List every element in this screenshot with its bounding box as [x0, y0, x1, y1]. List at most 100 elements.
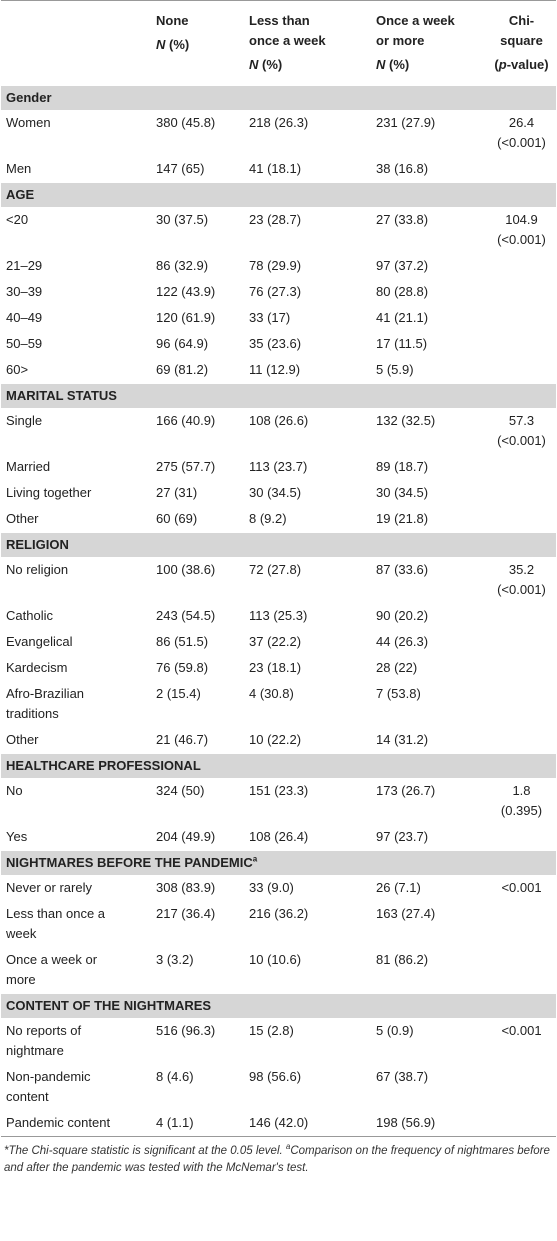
- cell-value: 33 (9.0): [249, 880, 294, 895]
- unit-text: (: [494, 57, 499, 72]
- cell-value: 2 (15.4): [156, 686, 201, 701]
- data-row: No 324 (50) 151 (23.3) 173 (26.7) 1.8 (0.395…: [1, 778, 556, 824]
- cell-value: 5 (5.9): [376, 362, 414, 377]
- chi-empty: [487, 681, 556, 727]
- footnote-text: *The Chi-square statistic is significant…: [4, 1145, 283, 1157]
- row-label: Kardecism: [6, 660, 68, 675]
- cell-value: 100 (38.6): [156, 562, 216, 577]
- header-line: Once a week: [376, 13, 455, 28]
- cell-value: 30 (37.5): [156, 212, 209, 227]
- cell-value: 10 (10.6): [249, 952, 302, 967]
- header-line: once a week: [249, 33, 326, 48]
- data-row: Living together 27 (31) 30 (34.5) 30 (34.5): [1, 480, 556, 506]
- data-row: Other 60 (69) 8 (9.2) 19 (21.8): [1, 506, 556, 533]
- cell-value: 166 (40.9): [156, 413, 216, 428]
- cell-value: 23 (28.7): [249, 212, 302, 227]
- chi-empty: [487, 1110, 556, 1137]
- cell-value: 97 (37.2): [376, 258, 429, 273]
- row-label: Married: [6, 459, 51, 474]
- chi-empty: [487, 253, 556, 279]
- chi-empty: [487, 603, 556, 629]
- unit-text: (%): [389, 57, 410, 72]
- chi-empty: [487, 506, 556, 533]
- chi-value: <0.001: [501, 880, 542, 895]
- cell-value: 35 (23.6): [249, 336, 302, 351]
- cell-value: 8 (4.6): [156, 1069, 194, 1084]
- chi-empty: [487, 331, 556, 357]
- cell-value: 89 (18.7): [376, 459, 429, 474]
- cell-value: 7 (53.8): [376, 686, 421, 701]
- footnote-mark: a: [285, 1142, 291, 1152]
- chi-empty: [487, 947, 556, 994]
- unit-symbol: p: [498, 57, 507, 72]
- cell-value: 113 (23.7): [249, 459, 308, 474]
- cell-value: 216 (36.2): [249, 906, 309, 921]
- section-title: Gender: [1, 85, 556, 110]
- cell-value: 108 (26.6): [249, 413, 309, 428]
- data-row: No reports of nightmare 516 (96.3) 15 (2.8…: [1, 1018, 556, 1064]
- cell-value: 4 (30.8): [249, 686, 294, 701]
- cell-value: 324 (50): [156, 783, 205, 798]
- chi-empty: [487, 480, 556, 506]
- cell-value: 380 (45.8): [156, 115, 216, 130]
- section-title: NIGHTMARES BEFORE THE PANDEMICa: [1, 850, 556, 875]
- chi-empty: [487, 901, 556, 947]
- row-label: Less than once a week: [6, 906, 106, 941]
- data-row: Once a week or more 3 (3.2) 10 (10.6) 81 (8…: [1, 947, 556, 994]
- row-label: Women: [6, 115, 51, 130]
- chi-value: 57.3 (<0.001): [497, 413, 546, 448]
- row-label: Once a week or more: [6, 952, 98, 987]
- cell-value: 44 (26.3): [376, 634, 429, 649]
- data-row: <20 30 (37.5) 23 (28.7) 27 (33.8) 104.9 (<0.…: [1, 207, 556, 253]
- section-row: RELIGION: [1, 532, 556, 557]
- section-text: CONTENT OF THE NIGHTMARES: [6, 998, 212, 1013]
- data-row: Catholic 243 (54.5) 113 (25.3) 90 (20.2): [1, 603, 556, 629]
- section-text: NIGHTMARES BEFORE THE PANDEMIC: [6, 855, 253, 870]
- cell-value: 28 (22): [376, 660, 418, 675]
- header-empty: [1, 1, 151, 86]
- chi-empty: [487, 1064, 556, 1110]
- chi-value: 104.9 (<0.001): [497, 212, 546, 247]
- unit-symbol: N: [249, 57, 259, 72]
- cell-value: 15 (2.8): [249, 1023, 294, 1038]
- section-text: Gender: [6, 90, 52, 105]
- cell-value: 308 (83.9): [156, 880, 216, 895]
- section-title: RELIGION: [1, 532, 556, 557]
- chi-empty: [487, 655, 556, 681]
- unit-symbol: N: [376, 57, 386, 72]
- section-text: MARITAL STATUS: [6, 388, 117, 403]
- cell-value: 19 (21.8): [376, 511, 429, 526]
- data-row: Afro-Brazilian traditions 2 (15.4) 4 (30.8…: [1, 681, 556, 727]
- footnote-text: Comparison on the frequency of nightmare…: [4, 1145, 550, 1174]
- cell-value: 76 (27.3): [249, 284, 302, 299]
- section-text: AGE: [6, 187, 35, 202]
- cell-value: 76 (59.8): [156, 660, 209, 675]
- row-label: 30–39: [6, 284, 43, 299]
- data-row: Single 166 (40.9) 108 (26.6) 132 (32.5) 57.3…: [1, 408, 556, 454]
- section-text: HEALTHCARE PROFESSIONAL: [6, 758, 201, 773]
- cell-value: 516 (96.3): [156, 1023, 216, 1038]
- chi-empty: [487, 824, 556, 851]
- unit-text: -value): [506, 57, 549, 72]
- chi-empty: [487, 357, 556, 384]
- cell-value: 198 (56.9): [376, 1115, 436, 1130]
- data-row: Non-pandemic content 8 (4.6) 98 (56.6) 67 (…: [1, 1064, 556, 1110]
- chi-value: 26.4 (<0.001): [497, 115, 546, 150]
- row-label: Catholic: [6, 608, 53, 623]
- chi-empty: [487, 454, 556, 480]
- cell-value: 3 (3.2): [156, 952, 194, 967]
- cell-value: 97 (23.7): [376, 829, 429, 844]
- row-label: 50–59: [6, 336, 43, 351]
- header-unit: (p-value): [492, 55, 551, 75]
- table-wrap: None N (%) Less than once a week N (%) Once a…: [1, 0, 556, 1174]
- cell-value: 21 (46.7): [156, 732, 209, 747]
- table-head: None N (%) Less than once a week N (%) Once a…: [1, 0, 556, 86]
- data-row: Never or rarely 308 (83.9) 33 (9.0) 26 (7.1…: [1, 875, 556, 901]
- data-row: 40–49 120 (61.9) 33 (17) 41 (21.1): [1, 305, 556, 331]
- header-line: Less than: [249, 13, 310, 28]
- cell-value: 132 (32.5): [376, 413, 436, 428]
- cell-value: 33 (17): [249, 310, 291, 325]
- cell-value: 37 (22.2): [249, 634, 302, 649]
- data-row: Evangelical 86 (51.5) 37 (22.2) 44 (26.3): [1, 629, 556, 655]
- row-label: Men: [6, 161, 32, 176]
